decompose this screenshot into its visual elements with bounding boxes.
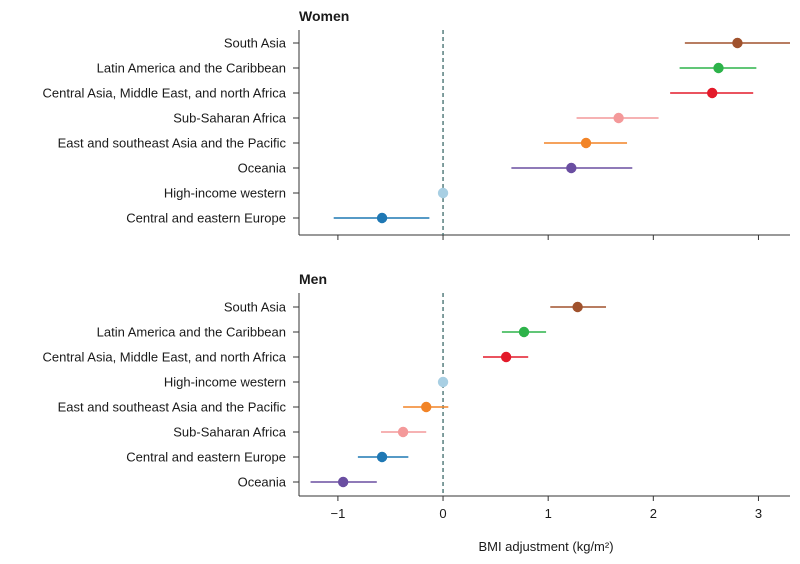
row-label-women-sub-saharan-africa: Sub-Saharan Africa (173, 111, 287, 126)
point-estimate-women-latin-america-and-the-caribbean (713, 62, 724, 74)
x-axis-title: BMI adjustment (kg/m²) (478, 539, 613, 554)
row-label-women-latin-america-and-the-caribbean: Latin America and the Caribbean (97, 61, 286, 76)
row-label-men-east-and-southeast-asia-and-the-pacific: East and southeast Asia and the Pacific (58, 400, 287, 415)
point-estimate-men-east-and-southeast-asia-and-the-pacific (421, 401, 432, 413)
point-estimate-men-south-asia (572, 301, 583, 313)
row-label-women-central-and-eastern-europe: Central and eastern Europe (126, 211, 286, 226)
point-estimate-men-latin-america-and-the-caribbean (518, 326, 530, 338)
row-label-women-high-income-western: High-income western (164, 186, 286, 201)
point-estimate-women-central-and-eastern-europe (376, 212, 388, 224)
row-label-women-oceania: Oceania (238, 161, 287, 176)
row-label-women-east-and-southeast-asia-and-the-pacific: East and southeast Asia and the Pacific (58, 136, 287, 151)
point-estimate-women-east-and-southeast-asia-and-the-pacific (580, 137, 592, 149)
point-estimate-women-sub-saharan-africa (613, 112, 624, 124)
row-label-men-south-asia: South Asia (224, 300, 287, 315)
x-tick-label: 1 (545, 506, 552, 521)
point-estimate-men-high-income-western (437, 376, 449, 388)
x-tick-label: 2 (650, 506, 657, 521)
point-estimate-men-central-and-eastern-europe (376, 451, 388, 463)
point-estimate-men-central-asia-middle-east-and-north-africa (500, 351, 512, 363)
x-tick-label: 3 (755, 506, 762, 521)
point-estimate-women-high-income-western (437, 187, 449, 199)
x-tick-label: 0 (439, 506, 446, 521)
x-tick-label: −1 (330, 506, 345, 521)
row-label-men-high-income-western: High-income western (164, 375, 286, 390)
row-label-men-oceania: Oceania (238, 475, 287, 490)
row-label-men-central-and-eastern-europe: Central and eastern Europe (126, 450, 286, 465)
point-estimate-women-south-asia (732, 37, 743, 49)
point-estimate-men-sub-saharan-africa (397, 426, 409, 438)
row-label-men-latin-america-and-the-caribbean: Latin America and the Caribbean (97, 325, 286, 340)
row-label-women-south-asia: South Asia (224, 36, 287, 51)
point-estimate-women-central-asia-middle-east-and-north-africa (706, 87, 718, 99)
row-label-women-central-asia-middle-east-and-north-africa: Central Asia, Middle East, and north Afr… (42, 86, 286, 101)
panel-title-women: Women (299, 8, 349, 24)
row-label-men-central-asia-middle-east-and-north-africa: Central Asia, Middle East, and north Afr… (42, 350, 286, 365)
row-label-men-sub-saharan-africa: Sub-Saharan Africa (173, 425, 287, 440)
point-estimate-women-oceania (566, 162, 577, 174)
point-estimate-men-oceania (337, 476, 349, 488)
panel-title-men: Men (299, 271, 327, 287)
